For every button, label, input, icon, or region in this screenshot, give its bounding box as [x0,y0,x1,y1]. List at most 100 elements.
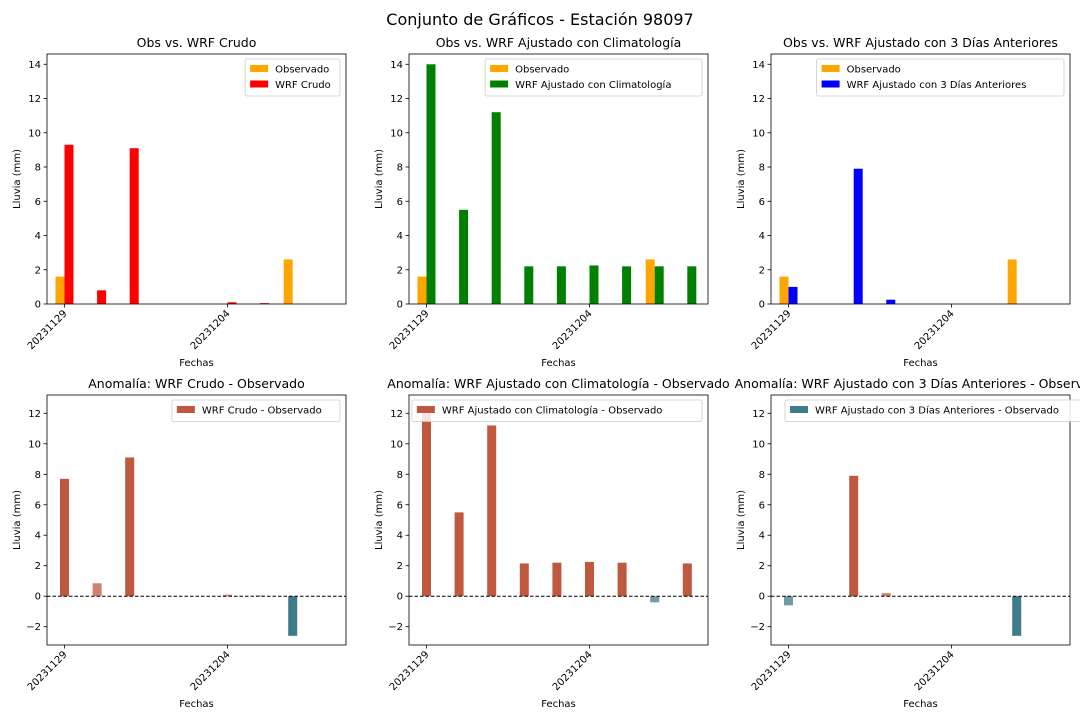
legend-swatch [416,406,435,413]
x-tick-label: 20231204 [913,308,957,352]
y-tick-label: 10 [28,128,41,139]
y-tick-label: 12 [752,94,765,105]
x-axis-label: Fechas [541,358,576,369]
figure-title: Conjunto de Gráficos - Estación 98097 [386,10,694,29]
bar [487,425,497,597]
subplot-4: Anomalía: WRF Crudo - Observado −2 0 2 4 6 8 10… [12,376,347,710]
bar [552,562,562,597]
x-tick-label: 20231129 [26,649,70,693]
y-tick-label: 0 [35,300,41,311]
y-tick-label: 12 [28,409,41,420]
y-axis-label: Lluvia (mm) [374,149,385,209]
y-tick-label: 12 [28,94,41,105]
subplot-2: Obs vs. WRF Ajustado con Climatología 0 2 4… [374,35,709,369]
legend: Observado WRF Ajustado con Climatología [484,58,703,97]
y-tick-label: 0 [397,592,403,603]
bar [454,512,464,597]
bar [853,168,863,304]
legend-swatch [490,80,509,88]
axes-frame [46,394,347,646]
subplot-3: Obs vs. WRF Ajustado con 3 Días Anterior… [736,35,1071,369]
y-axis-label: Lluvia (mm) [374,490,385,550]
subplot-title: Anomalía: WRF Ajustado con Climatología … [387,376,729,391]
y-axis-label: Lluvia (mm) [736,149,747,209]
bar [60,478,69,597]
subplot-title: Anomalía: WRF Ajustado con 3 Días Anteri… [735,376,1080,391]
legend-swatch [250,65,269,72]
y-tick-label: 6 [35,197,41,208]
x-tick-label: 20231204 [189,649,233,693]
legend-box [484,58,703,97]
subplot-title: Obs vs. WRF Ajustado con 3 Días Anterior… [783,35,1058,50]
y-tick-label: 12 [390,94,403,105]
y-tick-label: 8 [35,163,41,174]
y-tick-label: 14 [390,60,403,71]
y-tick-label: 2 [35,265,41,276]
y-tick-label: 4 [759,231,765,242]
bar [97,290,107,304]
x-tick-label: 20231204 [551,308,595,352]
legend-box [171,399,341,422]
y-tick-label: 6 [397,500,403,511]
legend-label: WRF Ajustado con 3 Días Anteriores [847,79,1027,91]
y-tick-label: 4 [759,531,765,542]
y-tick-label: 0 [397,300,403,311]
y-tick-label: 2 [397,561,403,572]
legend-label: WRF Ajustado con Climatología [515,79,671,91]
bar [260,303,270,304]
y-axis-label: Lluvia (mm) [736,490,747,550]
bar [524,266,534,304]
x-tick-label: 20231129 [750,308,794,352]
legend: WRF Ajustado con Climatología - Observad… [411,399,703,422]
x-axis-label: Fechas [903,358,938,369]
x-axis-label: Fechas [179,699,214,710]
subplot-title: Obs vs. WRF Ajustado con Climatología [436,35,682,50]
y-tick-label: 8 [397,470,403,481]
axes-frame [408,394,709,646]
x-tick-label: 20231204 [189,308,233,352]
legend-box [784,399,1080,422]
y-tick-label: 4 [35,231,41,242]
x-axis-label: Fechas [179,358,214,369]
y-tick-label: 6 [759,500,765,511]
legend-box [816,58,1065,97]
subplot-title: Anomalía: WRF Crudo - Observado [88,376,305,391]
y-tick-label: 6 [759,197,765,208]
bar [422,407,431,597]
axes-frame [408,53,709,305]
subplot-5: Anomalía: WRF Ajustado con Climatología … [374,376,730,710]
y-tick-label: 2 [759,265,765,276]
bar [849,475,859,597]
y-tick-label: 8 [759,470,765,481]
bar [92,583,102,597]
legend: WRF Crudo - Observado [171,399,341,422]
y-tick-label: 4 [397,231,403,242]
bar [886,299,896,304]
y-tick-label: 2 [759,561,765,572]
bar [589,265,599,304]
bar [687,266,697,304]
y-tick-label: 10 [28,439,41,450]
bar [682,563,692,597]
bar [255,595,265,597]
bar [459,209,469,304]
x-tick-label: 20231204 [913,649,957,693]
y-tick-label: 2 [35,561,41,572]
bar [1007,259,1017,304]
bar [491,112,501,304]
bar [64,144,74,304]
bar [1012,596,1022,636]
legend-swatch [821,80,840,88]
y-tick-label: 4 [35,531,41,542]
legend-label: Observado [515,65,569,76]
y-axis-label: Lluvia (mm) [12,149,23,209]
plot-area [47,395,346,645]
bar [55,276,65,304]
legend: Observado WRF Ajustado con 3 Días Anterio… [816,58,1065,97]
bar [556,266,566,304]
y-tick-label: 10 [390,439,403,450]
x-tick-label: 20231129 [26,308,70,352]
legend-label: Observado [275,65,329,76]
legend-swatch [821,65,840,72]
bar [417,276,427,304]
